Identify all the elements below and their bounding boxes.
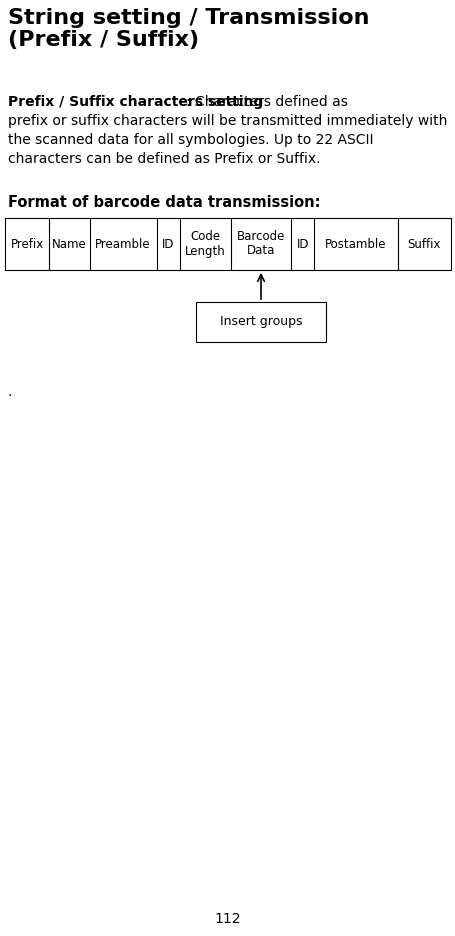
Text: characters can be defined as Prefix or Suffix.: characters can be defined as Prefix or S… [8, 152, 320, 166]
Text: Preamble: Preamble [95, 238, 151, 251]
Text: 112: 112 [214, 912, 241, 926]
Bar [196, 302, 325, 342]
Text: Suffix: Suffix [407, 238, 440, 251]
Text: the scanned data for all symbologies. Up to 22 ASCII: the scanned data for all symbologies. Up… [8, 133, 373, 147]
Text: String setting / Transmission
(Prefix / Suffix): String setting / Transmission (Prefix / … [8, 8, 369, 51]
Text: Name: Name [52, 238, 86, 251]
Text: Code
Length: Code Length [185, 230, 225, 257]
Text: Prefix: Prefix [10, 238, 44, 251]
Text: : Characters defined as: : Characters defined as [186, 95, 347, 109]
Bar [5, 218, 450, 270]
Text: Format of barcode data transmission:: Format of barcode data transmission: [8, 195, 320, 210]
Text: ID: ID [296, 238, 308, 251]
Text: ID: ID [162, 238, 174, 251]
Text: Insert groups: Insert groups [219, 315, 302, 329]
Text: prefix or suffix characters will be transmitted immediately with: prefix or suffix characters will be tran… [8, 114, 446, 128]
Text: .: . [8, 385, 12, 399]
Text: Postamble: Postamble [324, 238, 386, 251]
Text: Barcode
Data: Barcode Data [236, 230, 284, 257]
Text: Prefix / Suffix characters setting: Prefix / Suffix characters setting [8, 95, 263, 109]
